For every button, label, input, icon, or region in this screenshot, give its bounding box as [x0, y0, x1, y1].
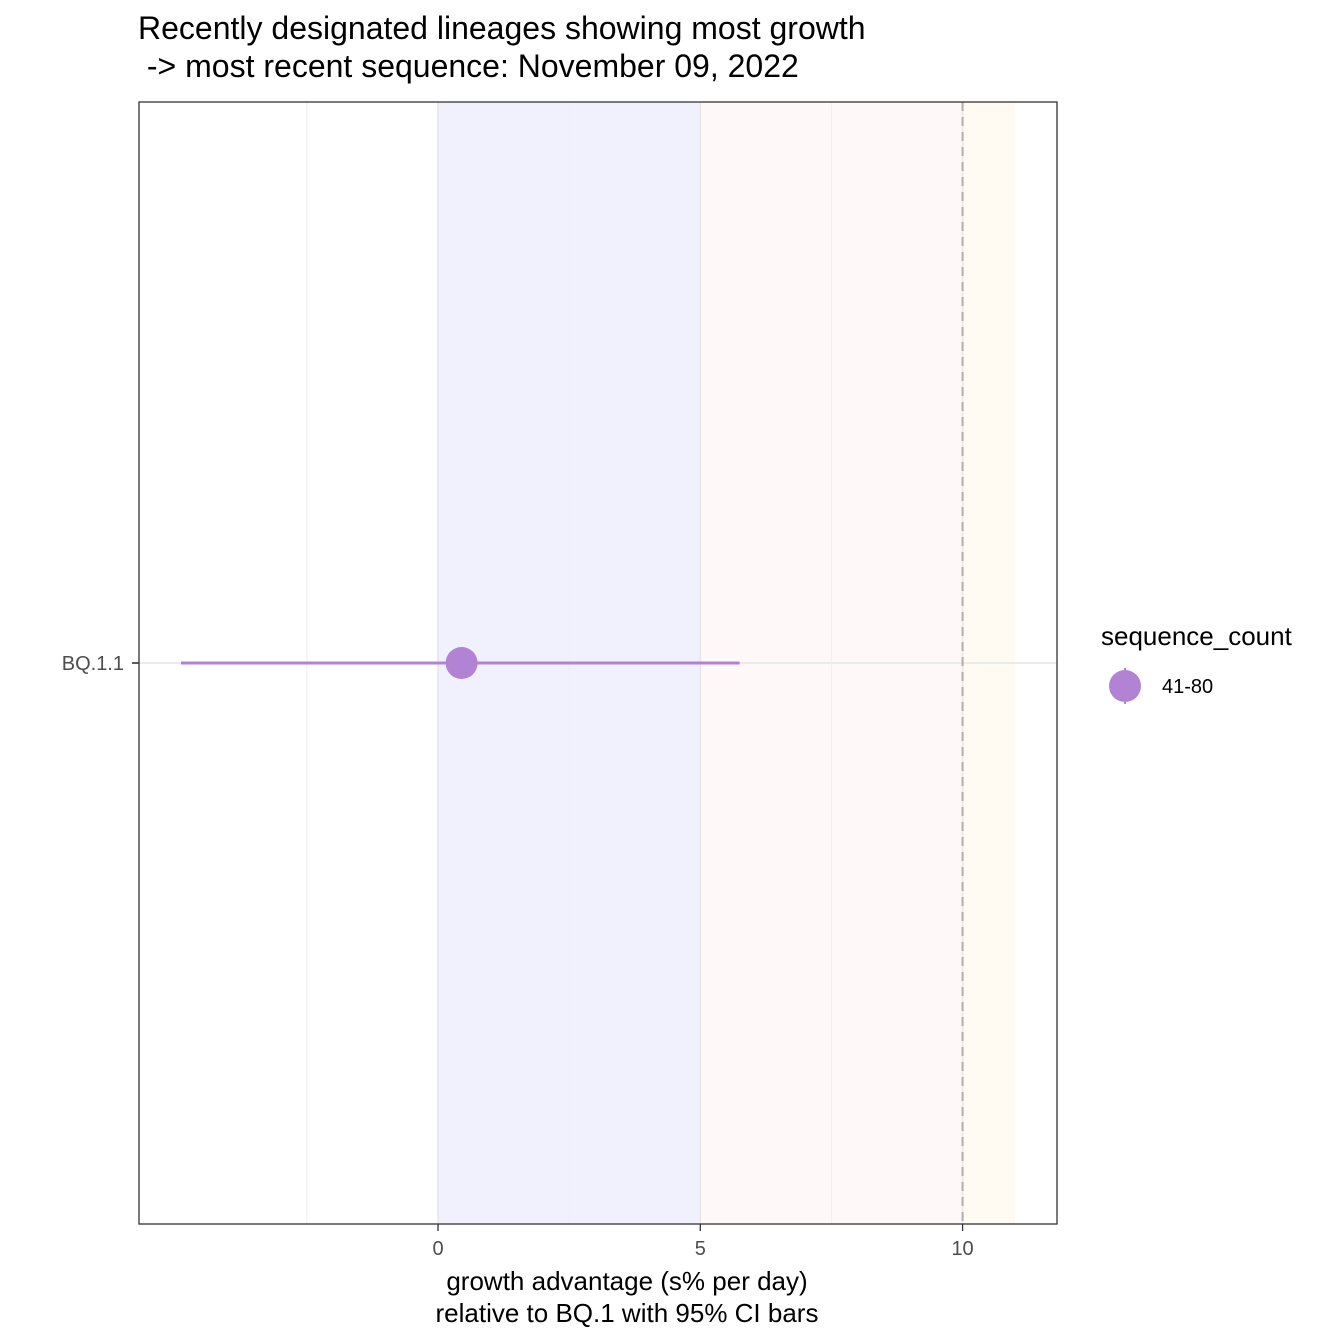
legend-title: sequence_count	[1101, 621, 1293, 651]
x-axis: 0 5 10	[432, 1224, 974, 1260]
point-BQ.1.1	[445, 647, 478, 679]
x-tick-label-5: 5	[695, 1238, 706, 1260]
legend-key-point-0	[1109, 670, 1141, 702]
y-axis: BQ.1.1	[62, 653, 139, 675]
x-axis-title: growth advantage (s% per day) relative t…	[436, 1266, 819, 1328]
x-axis-title-line-2: relative to BQ.1 with 95% CI bars	[436, 1298, 819, 1328]
legend: sequence_count 41-80	[1101, 621, 1293, 704]
x-tick-label-10: 10	[951, 1238, 973, 1260]
y-tick-label-BQ.1.1: BQ.1.1	[62, 653, 124, 675]
legend-label-0: 41-80	[1162, 676, 1213, 698]
chart-title-line-1: Recently designated lineages showing mos…	[138, 10, 866, 46]
chart-title-line-2: -> most recent sequence: November 09, 20…	[138, 48, 799, 84]
x-tick-label-0: 0	[432, 1238, 443, 1260]
x-axis-title-line-1: growth advantage (s% per day)	[446, 1266, 807, 1296]
marks-layer	[180, 647, 740, 679]
